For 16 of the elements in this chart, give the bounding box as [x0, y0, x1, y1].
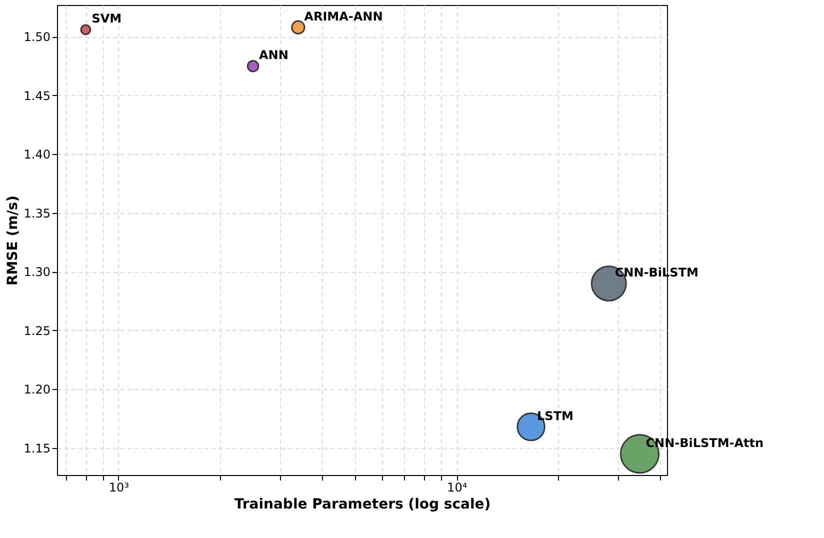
- y-tick-label: 1.20: [24, 382, 50, 397]
- y-tick-label: 1.30: [24, 265, 50, 280]
- y-tick-label: 1.40: [24, 148, 50, 162]
- y-tick-label: 1.25: [24, 324, 50, 338]
- y-tick-label: 1.35: [24, 206, 50, 220]
- x-axis-title: Trainable Parameters (log scale): [234, 496, 491, 512]
- y-tick-label: 1.45: [24, 88, 50, 103]
- x-tick-label: 10³: [108, 480, 130, 494]
- y-axis-title: RMSE (m/s): [4, 195, 21, 286]
- series-label: LSTM: [537, 408, 574, 423]
- series-label: ARIMA-ANN: [304, 9, 383, 24]
- y-tick-label: 1.50: [24, 30, 50, 44]
- x-tick-label: 10⁴: [447, 480, 468, 494]
- series-label: SVM: [92, 12, 122, 26]
- y-tick-label: 1.15: [24, 441, 50, 456]
- series-label: ANN: [259, 48, 288, 62]
